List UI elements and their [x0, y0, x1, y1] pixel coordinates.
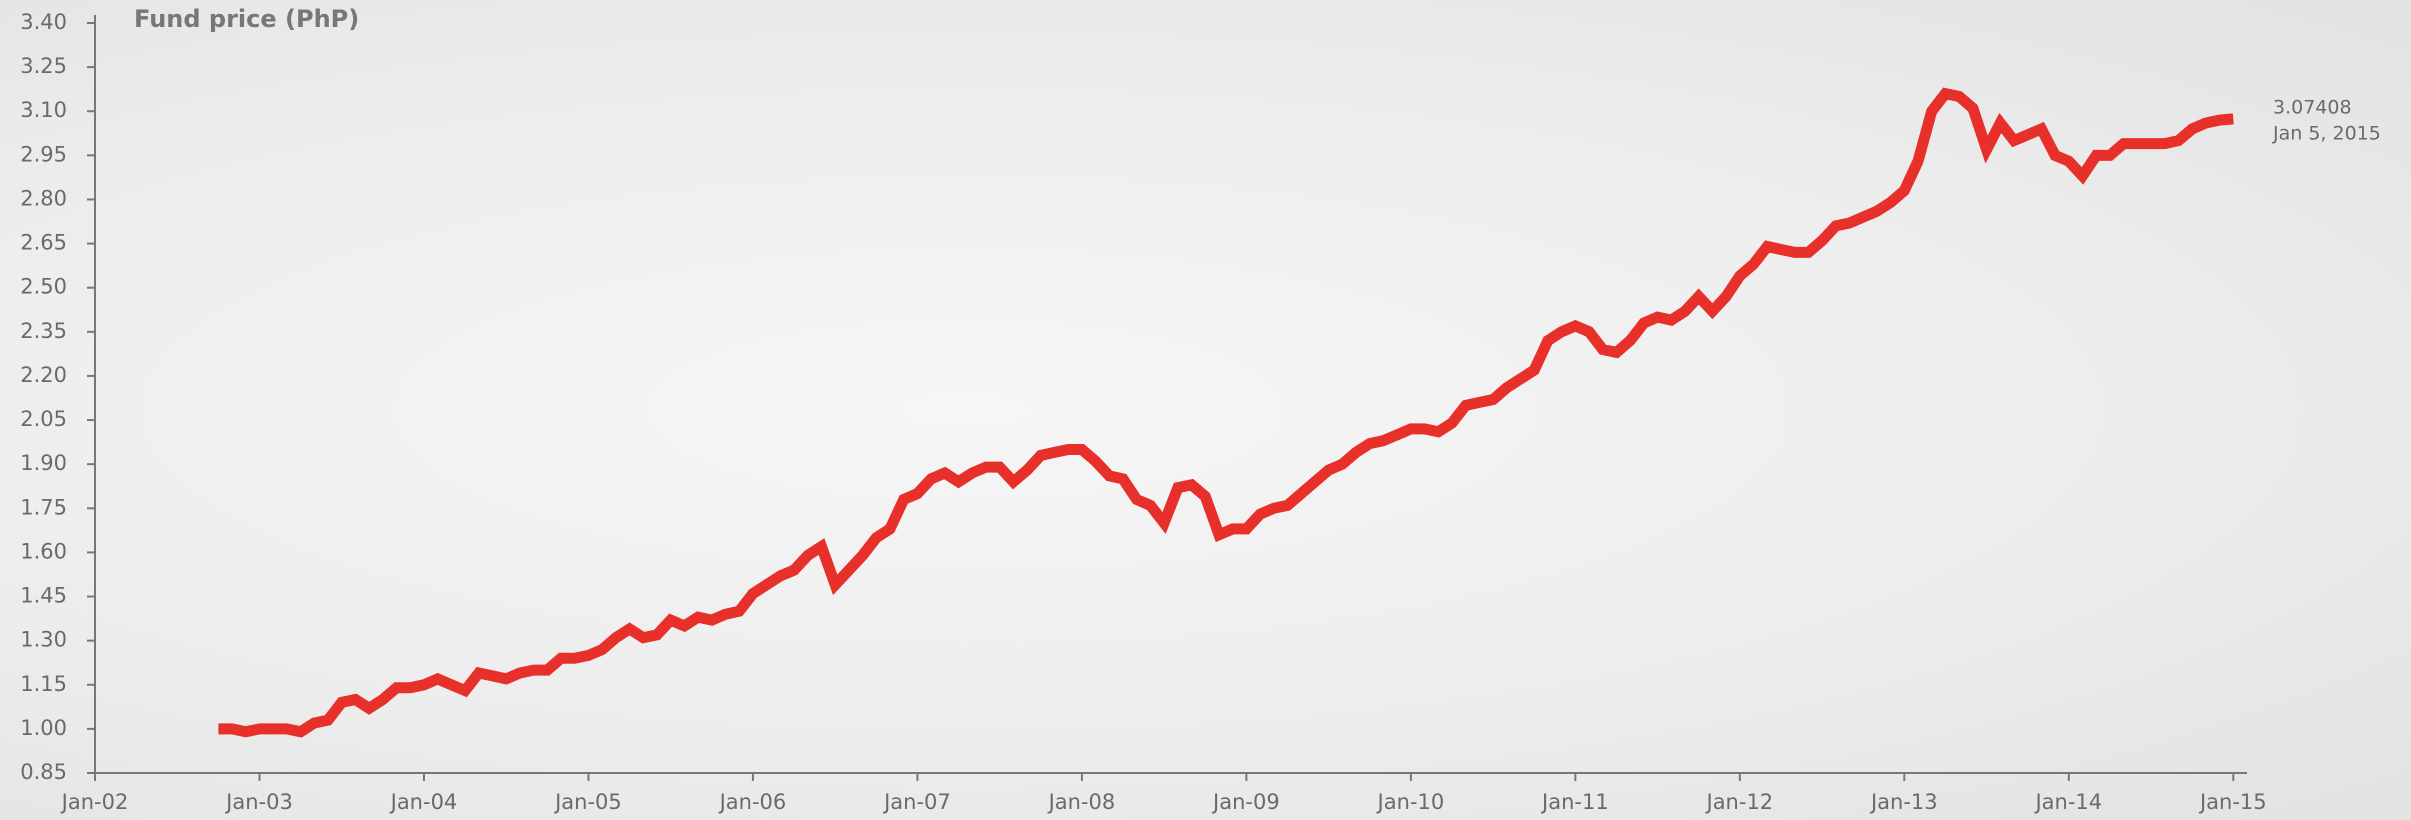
- y-tick-label: 1.45: [20, 584, 67, 608]
- y-tick-label: 1.15: [20, 672, 67, 696]
- y-tick-label: 1.30: [20, 628, 67, 652]
- x-tick-label: Jan-05: [553, 790, 622, 814]
- x-tick-label: Jan-02: [60, 790, 129, 814]
- y-tick-label: 1.00: [20, 716, 67, 740]
- x-tick-label: Jan-13: [1869, 790, 1938, 814]
- price-line: [218, 87, 2234, 738]
- y-tick-label: 1.90: [20, 451, 67, 475]
- y-tick-label: 3.10: [20, 98, 67, 122]
- y-tick-label: 2.50: [20, 275, 67, 299]
- x-tick-label: Jan-07: [882, 790, 951, 814]
- x-tick-label: Jan-11: [1540, 790, 1609, 814]
- y-tick-label: 3.25: [20, 54, 67, 78]
- y-tick-label: 2.35: [20, 319, 67, 343]
- x-tick-label: Jan-09: [1211, 790, 1280, 814]
- x-tick-label: Jan-06: [718, 790, 787, 814]
- x-tick-label: Jan-03: [224, 790, 293, 814]
- y-tick-label: 1.60: [20, 539, 67, 563]
- annotation-date: Jan 5, 2015: [2272, 123, 2381, 145]
- chart-title: Fund price (PhP): [134, 5, 359, 33]
- y-tick-label: 2.05: [20, 407, 67, 431]
- y-tick-label: 1.75: [20, 495, 67, 519]
- x-tick-label: Jan-12: [1705, 790, 1774, 814]
- annotation-value: 3.07408: [2273, 97, 2352, 119]
- y-tick-label: 2.80: [20, 186, 67, 210]
- y-tick-label: 3.40: [20, 10, 67, 34]
- y-tick-label: 2.65: [20, 231, 67, 255]
- x-tick-label: Jan-15: [2198, 790, 2267, 814]
- x-tick-label: Jan-14: [2033, 790, 2102, 814]
- x-tick-label: Jan-10: [1376, 790, 1445, 814]
- y-tick-label: 0.85: [20, 760, 67, 784]
- x-tick-label: Jan-04: [389, 790, 458, 814]
- y-tick-label: 2.20: [20, 363, 67, 387]
- x-tick-label: Jan-08: [1047, 790, 1116, 814]
- y-tick-label: 2.95: [20, 142, 67, 166]
